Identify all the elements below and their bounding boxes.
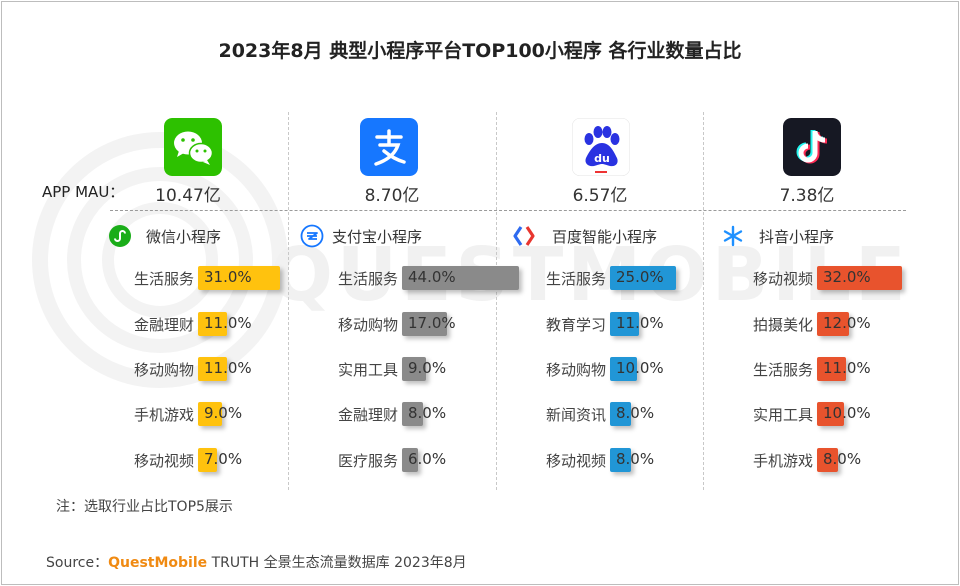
bar-value-label: 8.0% — [616, 404, 655, 422]
bar-value-label: 9.0% — [408, 359, 447, 377]
bar-value-label: 10.0% — [616, 359, 664, 377]
header-separator — [110, 210, 906, 211]
bar — [402, 402, 423, 426]
watermark-text: QUESTMOBILE — [270, 232, 910, 318]
bar — [610, 357, 637, 381]
category-label: 移动购物 — [545, 361, 606, 379]
app-name: 微信小程序 — [146, 228, 222, 246]
svg-text:du: du — [594, 152, 610, 165]
alipay-icon — [360, 118, 418, 176]
bar — [198, 448, 217, 472]
category-label: 手机游戏 — [133, 406, 194, 424]
footnote: 注：选取行业占比TOP5展示 — [56, 499, 233, 515]
mau-value: 7.38亿 — [779, 186, 835, 206]
bar — [817, 402, 844, 426]
category-label: 金融理财 — [337, 406, 398, 424]
category-label: 拍摄美化 — [752, 316, 813, 334]
category-label: 移动视频 — [752, 270, 813, 288]
bar — [610, 312, 639, 336]
source-prefix: Source： — [46, 555, 109, 571]
bar-value-label: 8.0% — [408, 404, 447, 422]
douyin-column: 7.38亿 抖音小程序 移动视频 32.0% 拍摄美化 12.0% 生活服务 11.0% 实… — [703, 0, 911, 500]
wechat-icon — [164, 118, 222, 176]
category-label: 生活服务 — [545, 270, 606, 288]
column-separator — [496, 112, 497, 490]
category-label: 教育学习 — [545, 316, 606, 334]
bar — [402, 357, 426, 381]
bar-value-label: 44.0% — [408, 268, 456, 286]
category-label: 生活服务 — [133, 270, 194, 288]
bar — [198, 402, 222, 426]
bar — [817, 448, 838, 472]
column-separator — [288, 112, 289, 490]
bar-value-label: 10.0% — [823, 404, 871, 422]
douyin-icon — [783, 118, 841, 176]
mau-value: 10.47亿 — [155, 186, 221, 206]
column-separator — [703, 112, 704, 490]
app-name: 百度智能小程序 — [552, 228, 658, 246]
app-name: 支付宝小程序 — [332, 228, 423, 246]
bar — [198, 266, 280, 290]
mau-label: APP MAU： — [42, 183, 125, 201]
bar-value-label: 11.0% — [204, 359, 252, 377]
app-name: 抖音小程序 — [759, 228, 835, 246]
category-label: 移动视频 — [545, 452, 606, 470]
baidu-miniprogram-icon — [513, 226, 535, 246]
bar — [402, 266, 519, 290]
category-label: 医疗服务 — [337, 452, 398, 470]
bar-value-label: 8.0% — [823, 450, 862, 468]
douyin-miniprogram-icon — [723, 225, 743, 247]
category-label: 移动视频 — [133, 452, 194, 470]
wechat-column: 10.47亿 微信小程序 生活服务 31.0% 金融理财 11.0% 移动购物 11.0%… — [84, 0, 292, 500]
baidu-icon: du — [572, 118, 630, 176]
bar — [610, 266, 676, 290]
bar — [402, 312, 447, 336]
bar-value-label: 9.0% — [204, 404, 243, 422]
mau-value: 6.57亿 — [572, 186, 628, 206]
baidu-column: du 6.57亿 百度智能小程序 生活服务 25.0% 教育学习 11.0% 移动购物 1… — [496, 0, 704, 500]
bar-value-label: 12.0% — [823, 314, 871, 332]
mau-value: 8.70亿 — [364, 186, 420, 206]
category-label: 移动购物 — [337, 316, 398, 334]
bar — [610, 448, 631, 472]
bar — [198, 312, 227, 336]
category-label: 生活服务 — [337, 270, 398, 288]
alipay-column: 8.70亿 支付宝小程序 生活服务 44.0% 移动购物 17.0% 实用工具 9.0% 金… — [288, 0, 519, 500]
bar-value-label: 17.0% — [408, 314, 456, 332]
bar-value-label: 25.0% — [616, 268, 664, 286]
bar — [610, 402, 631, 426]
wechat-miniprogram-icon — [109, 225, 131, 247]
bar-value-label: 6.0% — [408, 450, 447, 468]
bar-value-label: 11.0% — [204, 314, 252, 332]
category-label: 实用工具 — [337, 361, 398, 379]
bar — [817, 357, 846, 381]
bar — [817, 312, 849, 336]
bar — [402, 448, 418, 472]
category-label: 移动购物 — [133, 361, 194, 379]
bar-value-label: 11.0% — [823, 359, 871, 377]
bar — [817, 266, 902, 290]
category-label: 新闻资讯 — [545, 406, 606, 424]
bar-value-label: 8.0% — [616, 450, 655, 468]
category-label: 生活服务 — [752, 361, 813, 379]
source-line: Source：QuestMobile TRUTH 全景生态流量数据库 2023年… — [46, 552, 467, 572]
bar-value-label: 11.0% — [616, 314, 664, 332]
chart-title: 2023年8月 典型小程序平台TOP100小程序 各行业数量占比 — [218, 40, 742, 62]
category-label: 金融理财 — [133, 316, 194, 334]
category-label: 实用工具 — [752, 406, 813, 424]
bar-value-label: 32.0% — [823, 268, 871, 286]
bar — [198, 357, 227, 381]
source-brand: QuestMobile — [108, 555, 208, 571]
alipay-miniprogram-icon — [300, 224, 324, 248]
bar-value-label: 31.0% — [204, 268, 252, 286]
source-text: TRUTH 全景生态流量数据库 2023年8月 — [207, 555, 467, 571]
category-label: 手机游戏 — [752, 452, 813, 470]
bar-value-label: 7.0% — [204, 450, 243, 468]
